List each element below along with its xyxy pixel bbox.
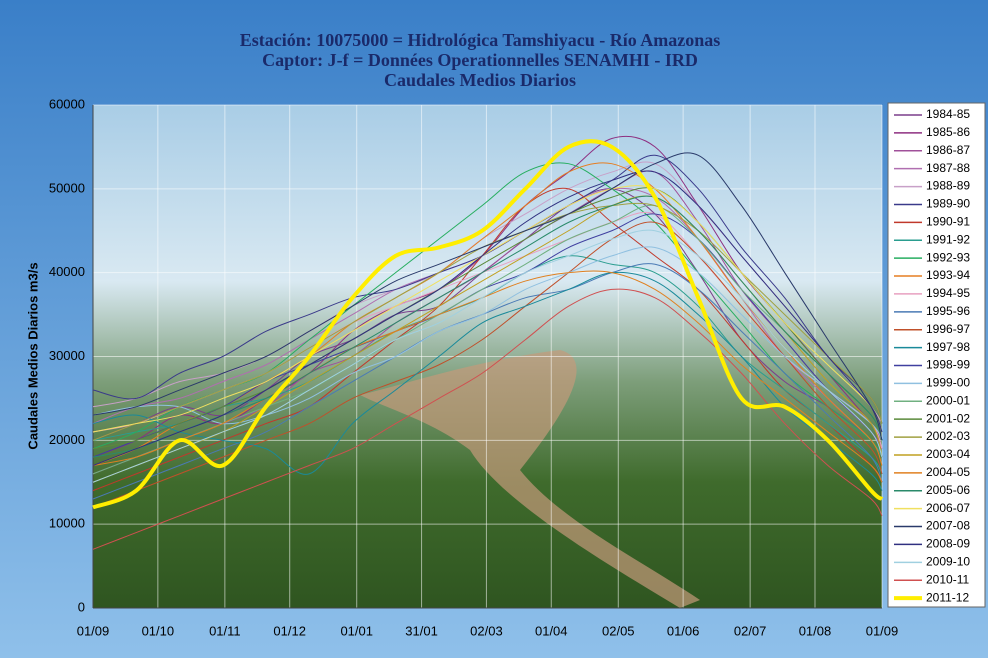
series-line <box>92 152 883 441</box>
x-tick-label: 01/08 <box>799 623 832 638</box>
x-tick-label: 01/09 <box>77 623 110 638</box>
series-line <box>92 187 883 492</box>
legend-label: 1992-93 <box>926 250 970 264</box>
legend-label: 2009-10 <box>926 554 970 568</box>
legend-label: 1985-86 <box>926 125 970 139</box>
legend-label: 1997-98 <box>926 340 970 354</box>
legend-label: 2003-04 <box>926 447 970 461</box>
legend-label: 1987-88 <box>926 161 970 175</box>
y-tick-label: 60000 <box>49 96 85 111</box>
legend-label: 2006-07 <box>926 501 970 515</box>
series-line <box>92 170 883 466</box>
series-line <box>92 271 883 491</box>
legend-label: 1990-91 <box>926 215 970 229</box>
series-line <box>92 185 883 433</box>
chart-title: Caudales Medios Diarios <box>384 70 576 90</box>
legend-label: 2000-01 <box>926 393 970 407</box>
legend-label: 1993-94 <box>926 268 970 282</box>
x-tick-label: 01/01 <box>340 623 373 638</box>
series-line <box>92 229 883 483</box>
legend-label: 2008-09 <box>926 537 970 551</box>
y-tick-label: 50000 <box>49 180 85 195</box>
legend-label: 2005-06 <box>926 483 970 497</box>
legend-label: 2010-11 <box>926 572 969 586</box>
chart-title: Estación: 10075000 = Hidrológica Tamshiy… <box>240 30 720 50</box>
legend-label: 2004-05 <box>926 465 970 479</box>
legend-label: 1991-92 <box>926 232 970 246</box>
x-tick-label: 01/12 <box>273 623 306 638</box>
legend-label: 1988-89 <box>926 179 970 193</box>
legend-label: 1998-99 <box>926 358 970 372</box>
x-tick-label: 02/03 <box>470 623 503 638</box>
series-line <box>92 270 883 483</box>
series-line <box>92 195 883 458</box>
legend-label: 2007-08 <box>926 519 970 533</box>
legend-label: 1984-85 <box>926 107 970 121</box>
legend-label: 1995-96 <box>926 304 970 318</box>
y-tick-label: 30000 <box>49 348 85 363</box>
legend-label: 1994-95 <box>926 286 970 300</box>
series-line <box>92 139 884 510</box>
x-tick-label: 01/09 <box>866 623 899 638</box>
legend-label: 2011-12 <box>926 590 969 604</box>
y-axis-label: Caudales Medios Diarios m3/s <box>25 262 40 449</box>
x-tick-label: 01/04 <box>535 623 568 638</box>
series-line <box>92 213 883 458</box>
series-line <box>92 263 883 500</box>
legend-label: 1996-97 <box>926 322 970 336</box>
river-decoration <box>360 350 700 608</box>
y-tick-label: 40000 <box>49 264 85 279</box>
legend-label: 2002-03 <box>926 429 970 443</box>
y-tick-label: 10000 <box>49 516 85 531</box>
x-tick-label: 01/10 <box>142 623 175 638</box>
legend-label: 1986-87 <box>926 143 970 157</box>
legend-label: 1989-90 <box>926 197 970 211</box>
x-tick-label: 02/07 <box>734 623 767 638</box>
series-line <box>92 246 883 441</box>
x-tick-label: 01/06 <box>667 623 700 638</box>
series-line <box>92 288 883 550</box>
legend-label: 1999-00 <box>926 376 970 390</box>
y-tick-label: 0 <box>78 599 85 614</box>
x-tick-label: 02/05 <box>602 623 635 638</box>
chart-title: Captor: J-f = Données Operationnelles SE… <box>262 50 698 70</box>
x-tick-label: 01/11 <box>209 623 241 638</box>
x-tick-label: 31/01 <box>405 623 438 638</box>
y-tick-label: 20000 <box>49 432 85 447</box>
legend-label: 2001-02 <box>926 411 970 425</box>
